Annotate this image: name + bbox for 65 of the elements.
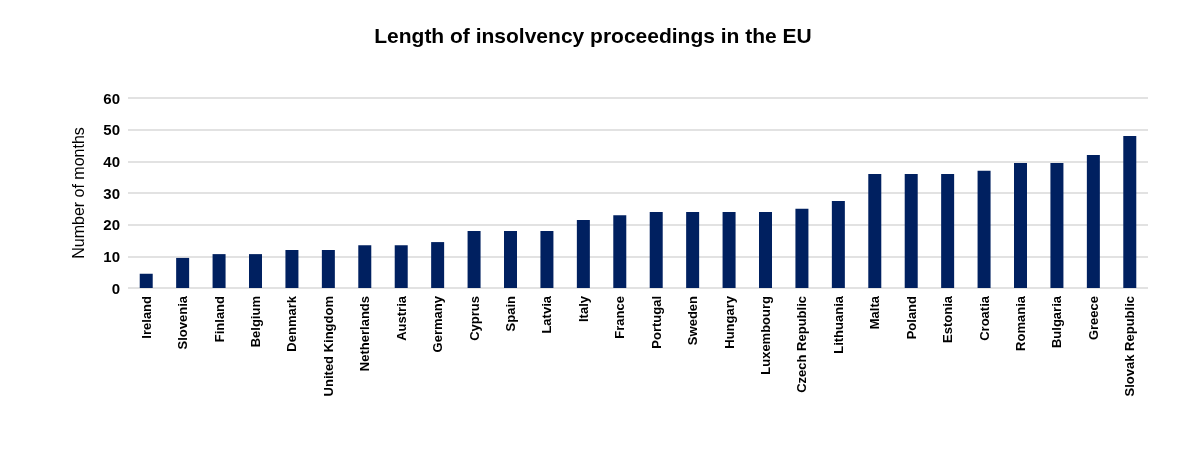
x-tick-label: Croatia xyxy=(976,295,992,341)
y-axis-title: Number of months xyxy=(69,127,87,259)
x-tick-label: Austria xyxy=(393,295,409,341)
bar xyxy=(649,212,663,288)
bar xyxy=(941,174,955,288)
bar xyxy=(176,257,190,288)
bar xyxy=(540,231,554,288)
x-tick-label: Spain xyxy=(503,295,518,332)
x-tick-label: United Kingdom xyxy=(320,296,336,397)
y-tick-label: 30 xyxy=(103,184,120,202)
x-tick-label: Ireland xyxy=(138,295,154,339)
bar xyxy=(759,212,772,288)
x-tick-label: Czech Republic xyxy=(794,296,810,393)
bar xyxy=(576,219,590,288)
bar xyxy=(831,200,845,288)
x-tick-label: Lithuania xyxy=(830,295,846,354)
bar xyxy=(249,254,262,288)
y-tick-label: 40 xyxy=(103,152,120,170)
bar xyxy=(1014,162,1027,288)
bar xyxy=(1123,136,1137,288)
x-tick-label: Belgium xyxy=(248,296,263,348)
x-tick-label: Slovak Republic xyxy=(1122,296,1138,397)
x-tick-label: Germany xyxy=(430,295,446,353)
x-tick-label: Estonia xyxy=(940,295,956,343)
bar xyxy=(285,250,299,288)
x-tick-label: Malta xyxy=(867,295,883,330)
bar xyxy=(504,231,517,288)
bar xyxy=(795,208,809,288)
x-tick-label: Romania xyxy=(1013,295,1028,351)
bar xyxy=(977,170,991,288)
bar xyxy=(1086,155,1100,288)
chart-title: Length of insolvency proceedings in the EU xyxy=(374,24,812,47)
x-tick-label: Luxembourg xyxy=(758,295,773,375)
bar xyxy=(431,242,445,288)
x-tick-label: Slovenia xyxy=(175,295,191,350)
x-tick-label: Bulgaria xyxy=(1049,295,1065,349)
bar xyxy=(467,231,481,288)
bar xyxy=(722,212,736,288)
x-tick-label: Portugal xyxy=(648,296,664,349)
x-tick-label: Latvia xyxy=(539,295,555,334)
bar xyxy=(321,250,335,288)
x-tick-label: Denmark xyxy=(284,295,300,352)
y-tick-label: 20 xyxy=(103,216,120,234)
bar xyxy=(212,254,226,288)
x-tick-label: Finland xyxy=(211,295,227,343)
x-tick-label: France xyxy=(612,296,628,339)
bar xyxy=(394,245,408,288)
x-tick-label: Greece xyxy=(1085,296,1101,341)
bar xyxy=(904,174,918,288)
bar xyxy=(613,215,627,288)
y-tick-label: 0 xyxy=(111,279,120,297)
x-tick-label: Sweden xyxy=(685,295,701,346)
bar xyxy=(139,273,153,288)
bar xyxy=(868,174,882,288)
x-tick-label: Cyprus xyxy=(466,296,482,341)
x-tick-label: Italy xyxy=(575,295,591,323)
x-tick-label: Poland xyxy=(903,295,919,340)
y-tick-label: 60 xyxy=(103,89,120,107)
x-tick-label: Hungary xyxy=(721,295,737,349)
y-tick-label: 10 xyxy=(103,247,120,265)
bar xyxy=(1050,162,1064,288)
bar xyxy=(358,245,372,288)
y-tick-label: 50 xyxy=(103,121,120,139)
bar xyxy=(686,212,700,288)
x-tick-label: Netherlands xyxy=(357,296,373,372)
